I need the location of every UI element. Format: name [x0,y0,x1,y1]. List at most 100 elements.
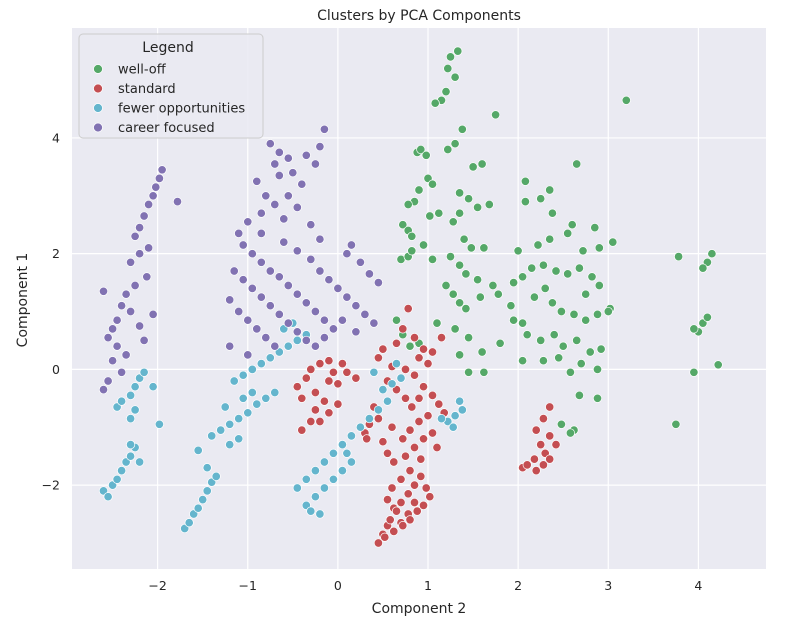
point-fewer-opportunities [243,408,253,418]
point-fewer-opportunities [265,353,275,363]
point-career-focused [225,341,235,351]
point-fewer-opportunities [328,448,338,458]
point-well-off [551,266,561,276]
point-fewer-opportunities [130,405,140,415]
point-career-focused [238,240,248,250]
grid-lines [72,28,766,569]
point-career-focused [315,142,325,152]
x-tick-label: 0 [334,578,342,593]
point-career-focused [337,315,347,325]
point-well-off [556,419,566,429]
point-career-focused [342,292,352,302]
point-career-focused [306,220,316,230]
point-standard [398,434,408,444]
point-standard [328,367,338,377]
x-tick-label: 1 [424,578,432,593]
point-fewer-opportunities [148,382,158,392]
point-well-off [596,344,606,354]
point-standard [418,344,429,354]
point-well-off [473,275,483,285]
point-standard [310,405,320,415]
point-standard [398,324,408,334]
point-fewer-opportunities [455,396,465,406]
point-well-off [707,249,717,259]
point-career-focused [135,321,145,331]
point-well-off [416,144,426,155]
point-career-focused [301,335,311,345]
point-well-off [477,159,487,169]
point-standard [391,338,402,348]
point-standard [423,411,433,421]
point-standard [297,425,307,435]
point-standard [382,448,393,458]
point-standard [362,434,372,444]
point-standard [427,347,438,357]
point-fewer-opportunities [220,402,230,412]
point-fewer-opportunities [306,506,316,516]
point-fewer-opportunities [103,492,113,502]
point-well-off [540,283,550,293]
point-standard [416,471,426,481]
point-career-focused [279,214,289,224]
legend-marker-well-off [93,64,103,74]
point-well-off [479,243,489,253]
point-standard [531,425,541,435]
point-well-off [547,208,557,218]
point-well-off [461,304,471,314]
point-career-focused [360,309,370,319]
point-standard [427,390,438,400]
point-career-focused [247,283,257,293]
point-standard [427,428,438,438]
point-standard [306,364,316,374]
legend-marker-standard [93,83,103,94]
point-well-off [603,306,613,317]
point-well-off [455,208,465,218]
point-fewer-opportunities [130,382,140,392]
point-well-off [592,309,603,319]
point-career-focused [256,208,266,218]
point-fewer-opportunities [252,399,262,409]
point-fewer-opportunities [319,457,329,467]
point-well-off [430,98,440,108]
point-well-off [565,367,575,377]
point-well-off [443,63,453,74]
point-well-off [488,280,498,291]
point-career-focused [108,324,118,334]
point-well-off [594,280,604,291]
point-career-focused [256,292,266,302]
point-fewer-opportunities [457,405,467,415]
point-well-off [545,234,555,244]
point-career-focused [274,147,284,157]
point-well-off [453,46,463,56]
point-fewer-opportunities [391,359,402,369]
point-career-focused [270,341,280,351]
point-well-off [569,309,579,319]
point-standard [351,373,361,383]
point-career-focused [103,333,113,343]
point-career-focused [292,289,302,299]
point-well-off [493,289,503,299]
point-career-focused [139,211,149,221]
point-career-focused [351,301,361,311]
point-well-off [671,419,681,429]
point-standard [396,474,406,484]
point-fewer-opportunities [283,341,293,351]
point-career-focused [369,318,379,328]
point-career-focused [172,197,183,207]
point-career-focused [301,150,311,160]
point-standard [315,416,325,427]
point-well-off [407,246,417,256]
point-fewer-opportunities [292,335,302,345]
point-career-focused [112,341,122,351]
x-tick-label: 3 [604,578,612,593]
point-career-focused [229,266,239,276]
point-well-off [398,220,408,230]
point-standard [432,442,442,453]
point-career-focused [121,350,131,360]
point-well-off [689,324,699,334]
point-well-off [698,263,708,273]
point-career-focused [310,306,320,317]
point-fewer-opportunities [216,425,226,435]
point-standard [315,359,325,369]
